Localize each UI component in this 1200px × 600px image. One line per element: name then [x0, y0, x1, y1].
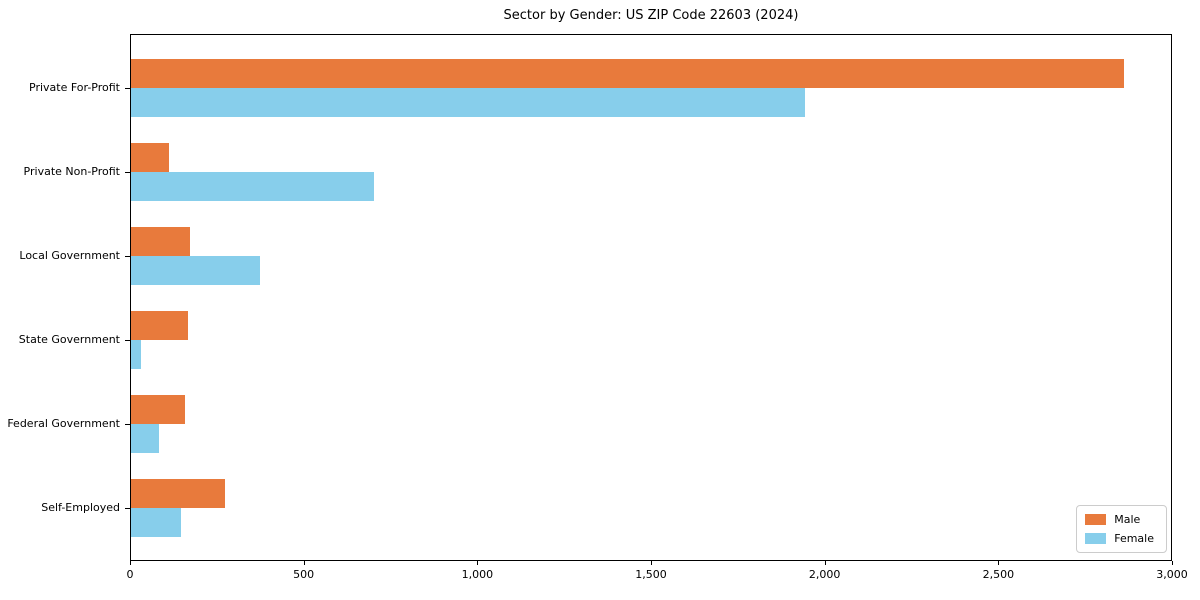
x-tick-mark	[998, 561, 1000, 565]
y-tick-mark	[125, 507, 130, 509]
chart-title: Sector by Gender: US ZIP Code 22603 (202…	[503, 8, 799, 23]
bar-male-3	[131, 226, 191, 256]
bar-male-5	[131, 394, 185, 424]
y-tick-label: Federal Government	[7, 416, 120, 430]
legend-item-male: Male	[1085, 513, 1154, 526]
legend-label-male: Male	[1114, 513, 1141, 526]
x-tick-label: 1,500	[635, 568, 667, 581]
x-tick-label: 2,000	[808, 568, 841, 581]
bar-female-5	[131, 423, 159, 453]
y-tick-mark	[125, 255, 130, 257]
legend: Male Female	[1076, 505, 1167, 553]
y-tick-label: Private For-Profit	[29, 81, 120, 94]
y-tick-label: Self-Employed	[41, 500, 120, 514]
y-tick-mark	[125, 171, 130, 173]
x-tick-label: 0	[126, 568, 134, 581]
bar-female-6	[131, 507, 182, 537]
bar-female-1	[131, 88, 805, 117]
y-tick-label: Private Non-Profit	[23, 164, 120, 178]
y-tick-mark	[125, 423, 130, 425]
x-tick-mark	[303, 561, 305, 565]
female-color-swatch	[1085, 533, 1107, 544]
y-tick-label: Local Government	[19, 248, 120, 262]
bar-male-1	[131, 59, 1125, 88]
x-tick-mark	[651, 561, 652, 565]
bar-male-6	[131, 478, 225, 508]
x-tick-mark	[130, 561, 131, 565]
y-tick-label: State Government	[18, 332, 120, 346]
x-tick-mark	[1172, 561, 1173, 565]
y-tick-mark	[125, 339, 130, 341]
x-tick-label: 2,500	[982, 568, 1015, 581]
y-tick-mark	[125, 88, 130, 89]
x-tick-mark	[824, 561, 826, 565]
x-tick-label: 500	[293, 568, 315, 581]
x-tick-mark	[477, 561, 479, 565]
legend-item-female: Female	[1085, 532, 1154, 545]
legend-label-female: Female	[1114, 532, 1154, 545]
x-tick-label: 1,000	[461, 568, 494, 581]
bar-male-2	[131, 142, 170, 172]
male-color-swatch	[1085, 514, 1107, 525]
x-tick-label: 3,000	[1156, 568, 1188, 581]
bar-female-2	[131, 171, 375, 201]
bar-female-3	[131, 255, 260, 285]
bar-male-4	[131, 310, 189, 340]
bar-female-4	[131, 339, 142, 369]
